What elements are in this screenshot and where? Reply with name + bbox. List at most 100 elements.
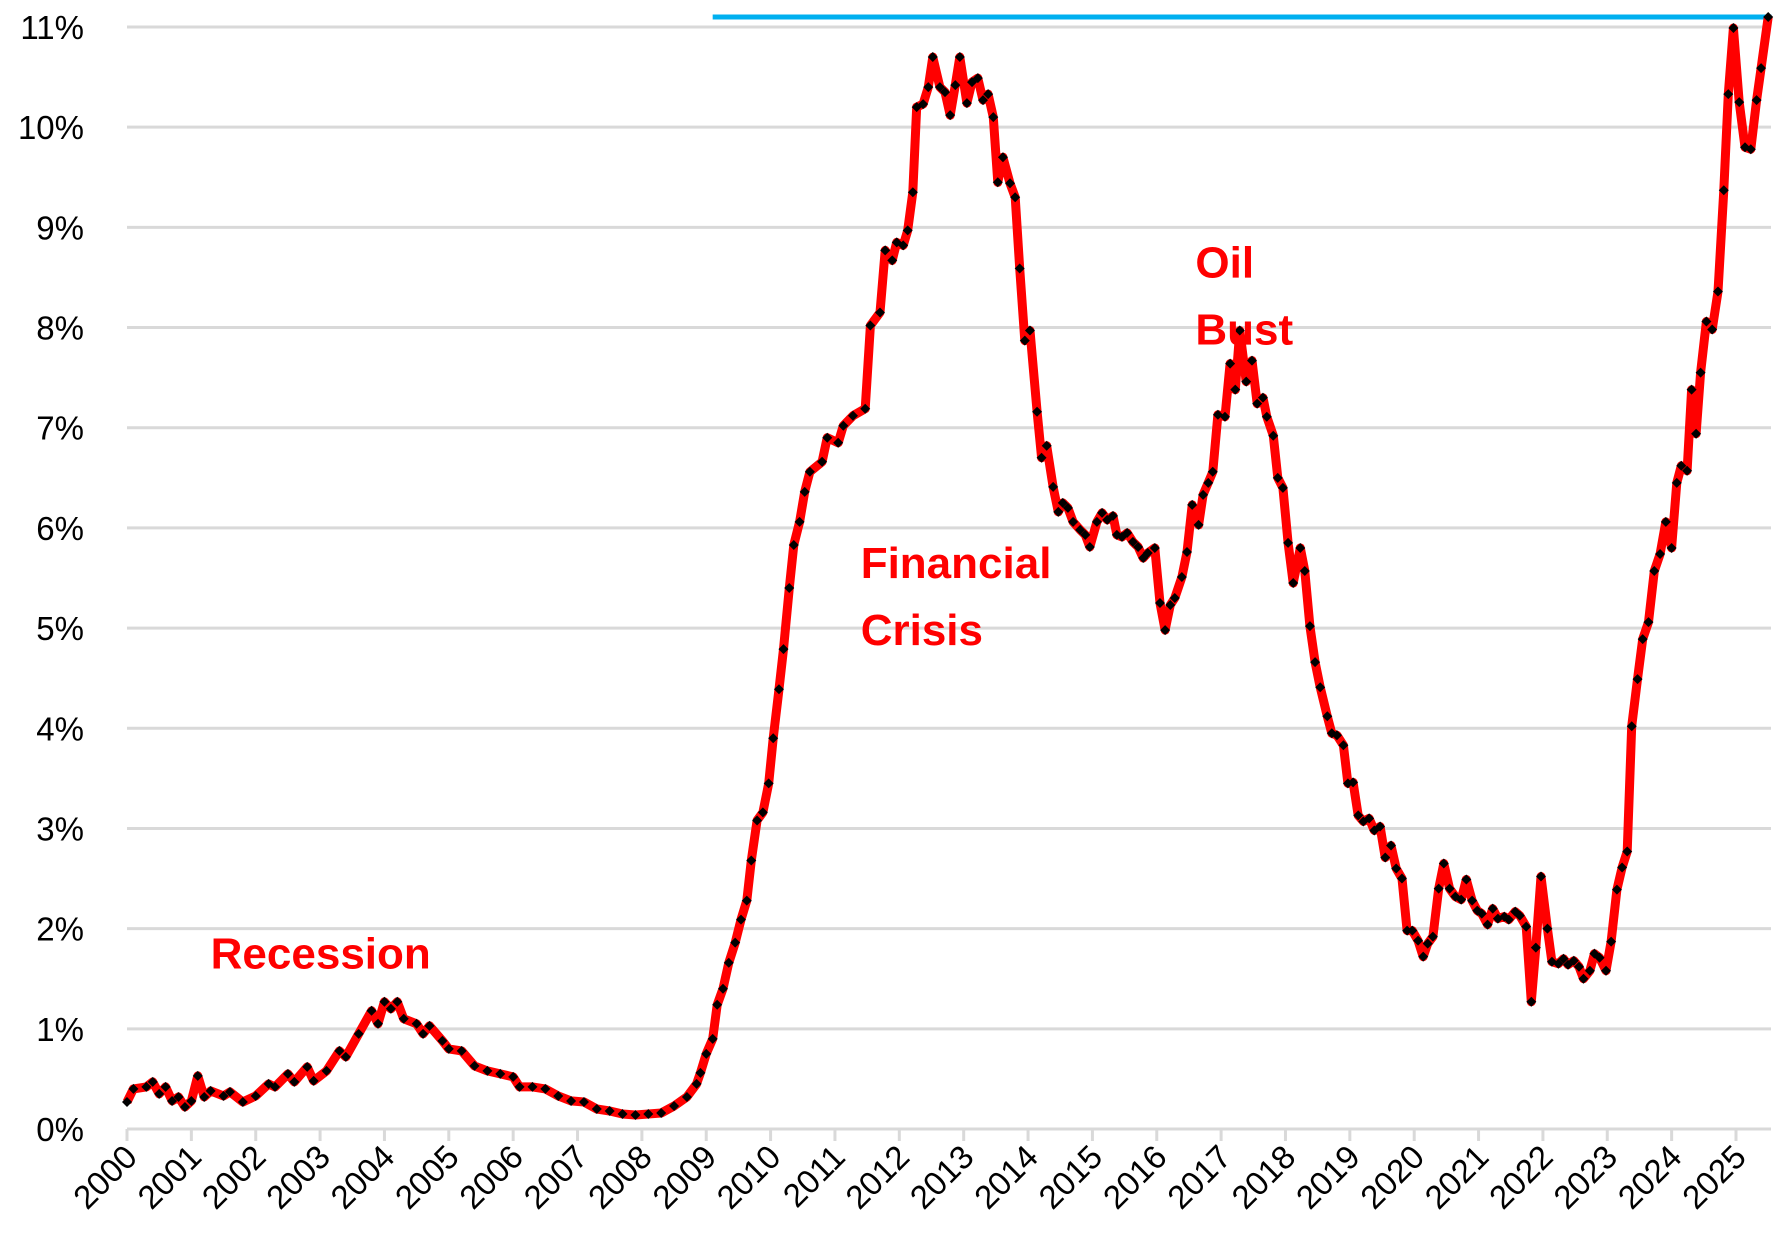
x-tick-label: 2020	[1353, 1138, 1431, 1216]
data-point-marker	[701, 1048, 712, 1059]
y-tick-label: 10%	[18, 109, 84, 146]
data-point-marker	[1277, 482, 1288, 493]
data-point-marker	[566, 1095, 577, 1106]
data-point-marker	[443, 1043, 454, 1054]
data-point-marker	[1353, 810, 1364, 821]
data-point-marker	[1718, 185, 1729, 196]
x-tick-label: 2014	[967, 1138, 1045, 1216]
data-point-marker	[643, 1108, 654, 1119]
data-point-marker	[514, 1081, 525, 1092]
data-point-marker	[1418, 951, 1429, 962]
data-point-marker	[604, 1105, 615, 1116]
data-point-marker	[1032, 406, 1043, 417]
data-point-marker	[1487, 903, 1498, 914]
data-point-marker	[205, 1085, 216, 1096]
data-point-marker	[1299, 565, 1310, 576]
y-tick-label: 6%	[36, 510, 84, 547]
data-point-marker	[199, 1091, 210, 1102]
data-point-marker	[907, 187, 918, 198]
x-tick-label: 2024	[1611, 1138, 1689, 1216]
data-point-marker	[1225, 358, 1236, 369]
data-point-marker	[1622, 846, 1633, 857]
data-point-marker	[128, 1083, 139, 1094]
data-point-marker	[1364, 813, 1375, 824]
data-point-marker	[495, 1068, 506, 1079]
data-point-marker	[527, 1081, 538, 1092]
data-point-marker	[1024, 325, 1035, 336]
data-point-marker	[456, 1045, 467, 1056]
data-point-marker	[1617, 862, 1628, 873]
data-point-marker	[1568, 955, 1579, 966]
data-point-marker	[1611, 884, 1622, 895]
data-point-marker	[1080, 529, 1091, 540]
x-tick-label: 2015	[1031, 1138, 1109, 1216]
data-point-marker	[1763, 11, 1774, 22]
data-point-marker	[366, 1005, 377, 1016]
data-point-marker	[972, 73, 983, 84]
data-point-marker	[1203, 477, 1214, 488]
data-point-marker	[669, 1100, 680, 1111]
data-point-marker	[746, 855, 757, 866]
data-point-marker	[1315, 682, 1326, 693]
x-tick-label: 2025	[1675, 1138, 1753, 1216]
data-point-marker	[992, 177, 1003, 188]
data-point-marker	[1331, 730, 1342, 741]
data-point-marker	[1438, 858, 1449, 869]
annotations: Recession Financial Crisis Oil Bust	[211, 238, 1294, 978]
data-point-marker	[902, 225, 913, 236]
data-point-marker	[961, 98, 972, 109]
annotation-label: Financial Crisis	[861, 539, 1052, 655]
x-tick-label: 2003	[259, 1138, 337, 1216]
data-point-marker	[1310, 657, 1321, 668]
data-point-marker	[1304, 621, 1315, 632]
x-tick-label: 2016	[1096, 1138, 1174, 1216]
data-point-marker	[591, 1103, 602, 1114]
data-point-marker	[1014, 263, 1025, 274]
data-point-marker	[1686, 384, 1697, 395]
data-point-marker	[1756, 63, 1767, 74]
x-tick-label: 2001	[130, 1138, 208, 1216]
data-point-marker	[1578, 973, 1589, 984]
data-point-marker	[1097, 507, 1108, 518]
annotation-line: Recession	[211, 930, 431, 979]
data-point-marker	[1234, 325, 1245, 336]
data-point-marker	[875, 307, 886, 318]
data-point-marker	[1584, 965, 1595, 976]
x-tick-label: 2000	[66, 1138, 144, 1216]
data-point-marker	[1252, 398, 1263, 409]
data-point-marker	[1407, 925, 1418, 936]
data-point-marker	[757, 807, 768, 818]
data-point-marker	[691, 1078, 702, 1089]
data-point-marker	[250, 1090, 261, 1101]
data-point-marker	[817, 456, 828, 467]
x-tick-label: 2009	[645, 1138, 723, 1216]
data-point-marker	[237, 1096, 248, 1107]
data-point-marker	[553, 1090, 564, 1101]
data-point-marker	[1010, 192, 1021, 203]
annotation-line: Financial	[861, 539, 1052, 588]
data-point-marker	[1322, 711, 1333, 722]
data-point-marker	[1198, 489, 1209, 500]
x-tick-label: 2023	[1546, 1138, 1624, 1216]
data-point-marker	[1005, 178, 1016, 189]
x-tick-label: 2006	[452, 1138, 530, 1216]
data-point-marker	[1386, 840, 1397, 851]
data-point-marker	[1606, 936, 1617, 947]
data-point-marker	[1660, 516, 1671, 527]
data-point-marker	[1728, 23, 1739, 34]
data-point-marker	[1288, 578, 1299, 589]
x-tick-label: 2010	[709, 1138, 787, 1216]
series-group	[122, 11, 1774, 1120]
data-point-marker	[1182, 546, 1193, 557]
data-point-marker	[1521, 921, 1532, 932]
y-tick-label: 0%	[36, 1111, 84, 1148]
y-tick-label: 7%	[36, 410, 84, 447]
data-point-marker	[373, 1018, 384, 1029]
data-point-marker	[147, 1076, 158, 1087]
data-point-marker	[1643, 617, 1654, 628]
data-point-marker	[1734, 97, 1745, 108]
data-point-marker	[735, 914, 746, 925]
data-point-marker	[141, 1081, 152, 1092]
x-tick-label: 2004	[323, 1138, 401, 1216]
data-point-marker	[1187, 499, 1198, 510]
